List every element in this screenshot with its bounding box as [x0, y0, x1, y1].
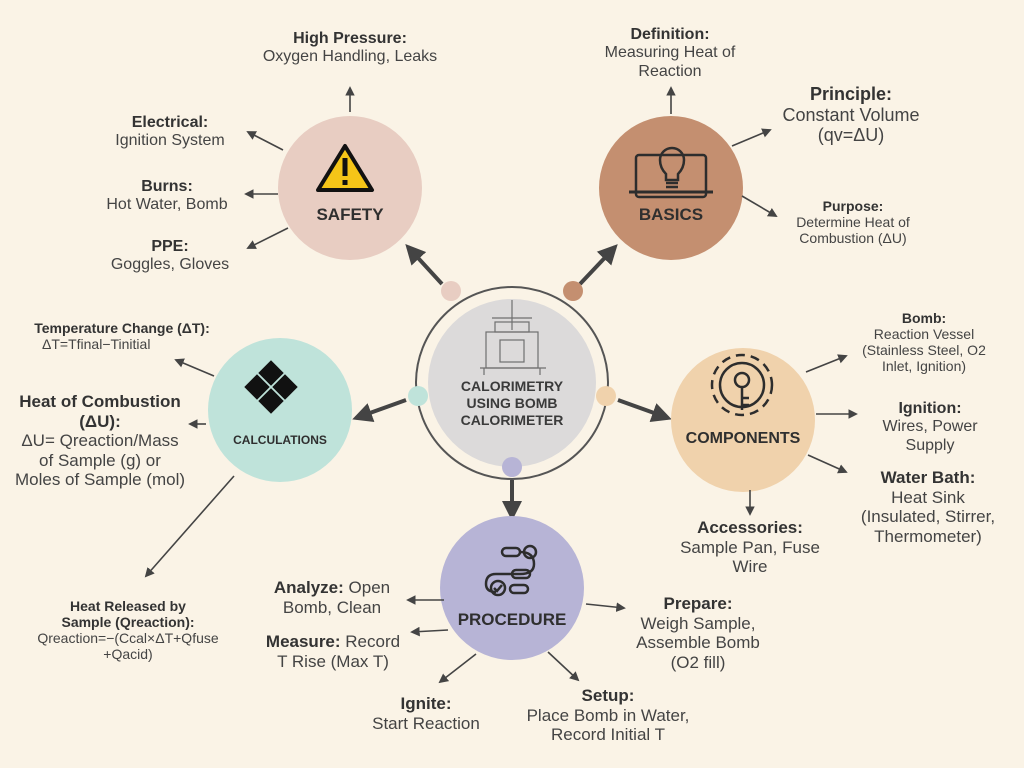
node-calculations: [208, 338, 352, 482]
leaf-title: Principle:: [809, 84, 893, 104]
center-title: CALORIMETRY USING BOMB CALORIMETER: [460, 378, 564, 428]
dot-calculations: [408, 386, 428, 406]
node-label-procedure: PROCEDURE: [457, 610, 567, 629]
leaf-text: Ignition System: [115, 132, 225, 150]
leaf-title: Measure:: [265, 632, 341, 651]
leaf-title: Setup:: [581, 686, 635, 705]
leaf-text: Oxygen Handling, Leaks: [262, 48, 438, 66]
leaf-measure: Measure: Record T Rise (Max T): [254, 632, 412, 673]
leaf-title: Definition:: [630, 26, 710, 43]
leaf-title: Accessories:: [697, 518, 803, 537]
dot-basics: [563, 281, 583, 301]
calculator-icon: [244, 360, 298, 414]
leaf-title: Prepare:: [663, 594, 733, 613]
arrow-heat-released: [144, 475, 235, 578]
leaf-text: Goggles, Gloves: [110, 256, 230, 274]
arrow-temp-change: [174, 358, 215, 377]
leaf-high-pressure: High Pressure: Oxygen Handling, Leaks: [200, 30, 500, 67]
arrow-principle: [731, 128, 772, 147]
arrow-prepare: [585, 602, 626, 612]
leaf-title: High Pressure:: [293, 30, 407, 47]
leaf-text: Sample Pan, Fuse Wire: [680, 537, 820, 577]
node-label-safety: SAFETY: [316, 205, 384, 224]
leaf-title: Bomb:: [901, 310, 947, 326]
leaf-prepare: Prepare: Weigh Sample, Assemble Bomb (O2…: [618, 594, 778, 672]
leaf-water-bath: Water Bath: Heat Sink (Insulated, Stirre…: [840, 468, 1016, 546]
bomb-calorimeter-icon: [480, 300, 546, 375]
leaf-ignite: Ignite: Start Reaction: [356, 694, 496, 733]
leaf-text: Hot Water, Bomb: [106, 196, 228, 214]
arrow-purpose: [741, 195, 778, 217]
dot-procedure: [502, 457, 522, 477]
leaf-text: ΔT=Tfinal−Tinitial: [42, 336, 151, 353]
leaf-burns: Burns: Hot Water, Bomb: [88, 178, 246, 215]
leaf-title: Electrical:: [131, 114, 209, 131]
warning-icon: [316, 144, 374, 192]
leaf-text: Start Reaction: [372, 713, 480, 733]
leaf-title: PPE:: [151, 238, 189, 255]
leaf-text: Weigh Sample, Assemble Bomb (O2 fill): [636, 613, 760, 672]
leaf-title: Temperature Change (ΔT):: [34, 320, 210, 336]
arrow-electrical: [246, 131, 284, 151]
connector-components: [617, 398, 672, 422]
leaf-text: Measuring Heat of Reaction: [604, 44, 736, 80]
leaf-text: Open Bomb, Clean: [282, 578, 391, 618]
leaf-principle: Principle: Constant Volume (qv=ΔU): [770, 84, 932, 146]
center-disc: [428, 299, 596, 467]
leaf-definition: Definition: Measuring Heat of Reaction: [570, 26, 770, 81]
leaf-heat-combustion: Heat of Combustion (ΔU): ΔU= Qreaction/M…: [2, 392, 198, 490]
leaf-text: Place Bomb in Water, Record Initial T: [526, 705, 690, 745]
leaf-text: Record T Rise (Max T): [277, 632, 401, 672]
dot-components: [596, 386, 616, 406]
leaf-heat-released: Heat Released by Sample (Qreaction): Qre…: [8, 598, 248, 662]
node-label-components: COMPONENTS: [685, 430, 801, 447]
leaf-title: Ignition:: [898, 400, 962, 417]
leaf-purpose: Purpose: Determine Heat of Combustion (Δ…: [778, 198, 928, 246]
node-label-basics: BASICS: [638, 205, 704, 224]
arrow-setup: [547, 651, 580, 682]
leaf-temp-change: Temperature Change (ΔT): ΔT=Tfinal−Tinit…: [12, 320, 232, 352]
arrow-ppe: [246, 227, 289, 249]
leaf-text: Constant Volume (qv=ΔU): [782, 104, 920, 146]
connector-calculations: [352, 398, 407, 422]
arrow-bomb: [805, 354, 848, 373]
connector-basics: [578, 244, 618, 286]
connector-safety: [405, 244, 444, 286]
leaf-setup: Setup: Place Bomb in Water, Record Initi…: [508, 686, 708, 745]
lightbulb-icon: [629, 146, 713, 199]
leaf-analyze: Analyze: Open Bomb, Clean: [262, 578, 402, 619]
center-ring: [415, 286, 609, 480]
leaf-electrical: Electrical: Ignition System: [90, 114, 250, 151]
leaf-text: Wires, Power Supply: [882, 418, 978, 454]
gear-key-icon: [710, 353, 774, 417]
leaf-title: Ignite:: [400, 694, 452, 713]
leaf-arrows: [144, 86, 858, 684]
leaf-text: ΔU= Qreaction/Mass of Sample (g) or Mole…: [14, 431, 186, 490]
leaf-title: Analyze:: [273, 578, 344, 597]
leaf-text: Qreaction=−(Ccal×ΔT+Qfuse +Qacid): [37, 630, 219, 663]
arrow-water-bath: [807, 454, 848, 474]
leaf-title: Water Bath:: [880, 468, 976, 487]
leaf-title: Heat Released by Sample (Qreaction):: [61, 598, 195, 631]
leaf-bomb: Bomb: Reaction Vessel (Stainless Steel, …: [846, 310, 1002, 374]
hub-connectors: [352, 244, 672, 521]
leaf-ignition: Ignition: Wires, Power Supply: [860, 400, 1000, 455]
leaf-accessories: Accessories: Sample Pan, Fuse Wire: [664, 518, 836, 577]
arrow-measure: [410, 626, 449, 637]
leaf-ppe: PPE: Goggles, Gloves: [92, 238, 248, 275]
leaf-title: Burns:: [141, 178, 193, 195]
node-procedure: [440, 516, 584, 660]
node-components: [671, 348, 815, 492]
dot-safety: [441, 281, 461, 301]
leaf-text: Determine Heat of Combustion (ΔU): [796, 214, 910, 247]
leaf-title: Purpose:: [822, 198, 884, 214]
leaf-title: Heat of Combustion (ΔU):: [19, 392, 181, 431]
leaf-text: Heat Sink (Insulated, Stirrer, Thermomet…: [860, 487, 996, 546]
workflow-icon: [484, 544, 538, 597]
node-label-calculations: CALCULATIONS: [233, 433, 327, 447]
arrow-ignite: [438, 653, 477, 684]
leaf-text: Reaction Vessel (Stainless Steel, O2 Inl…: [862, 326, 986, 375]
